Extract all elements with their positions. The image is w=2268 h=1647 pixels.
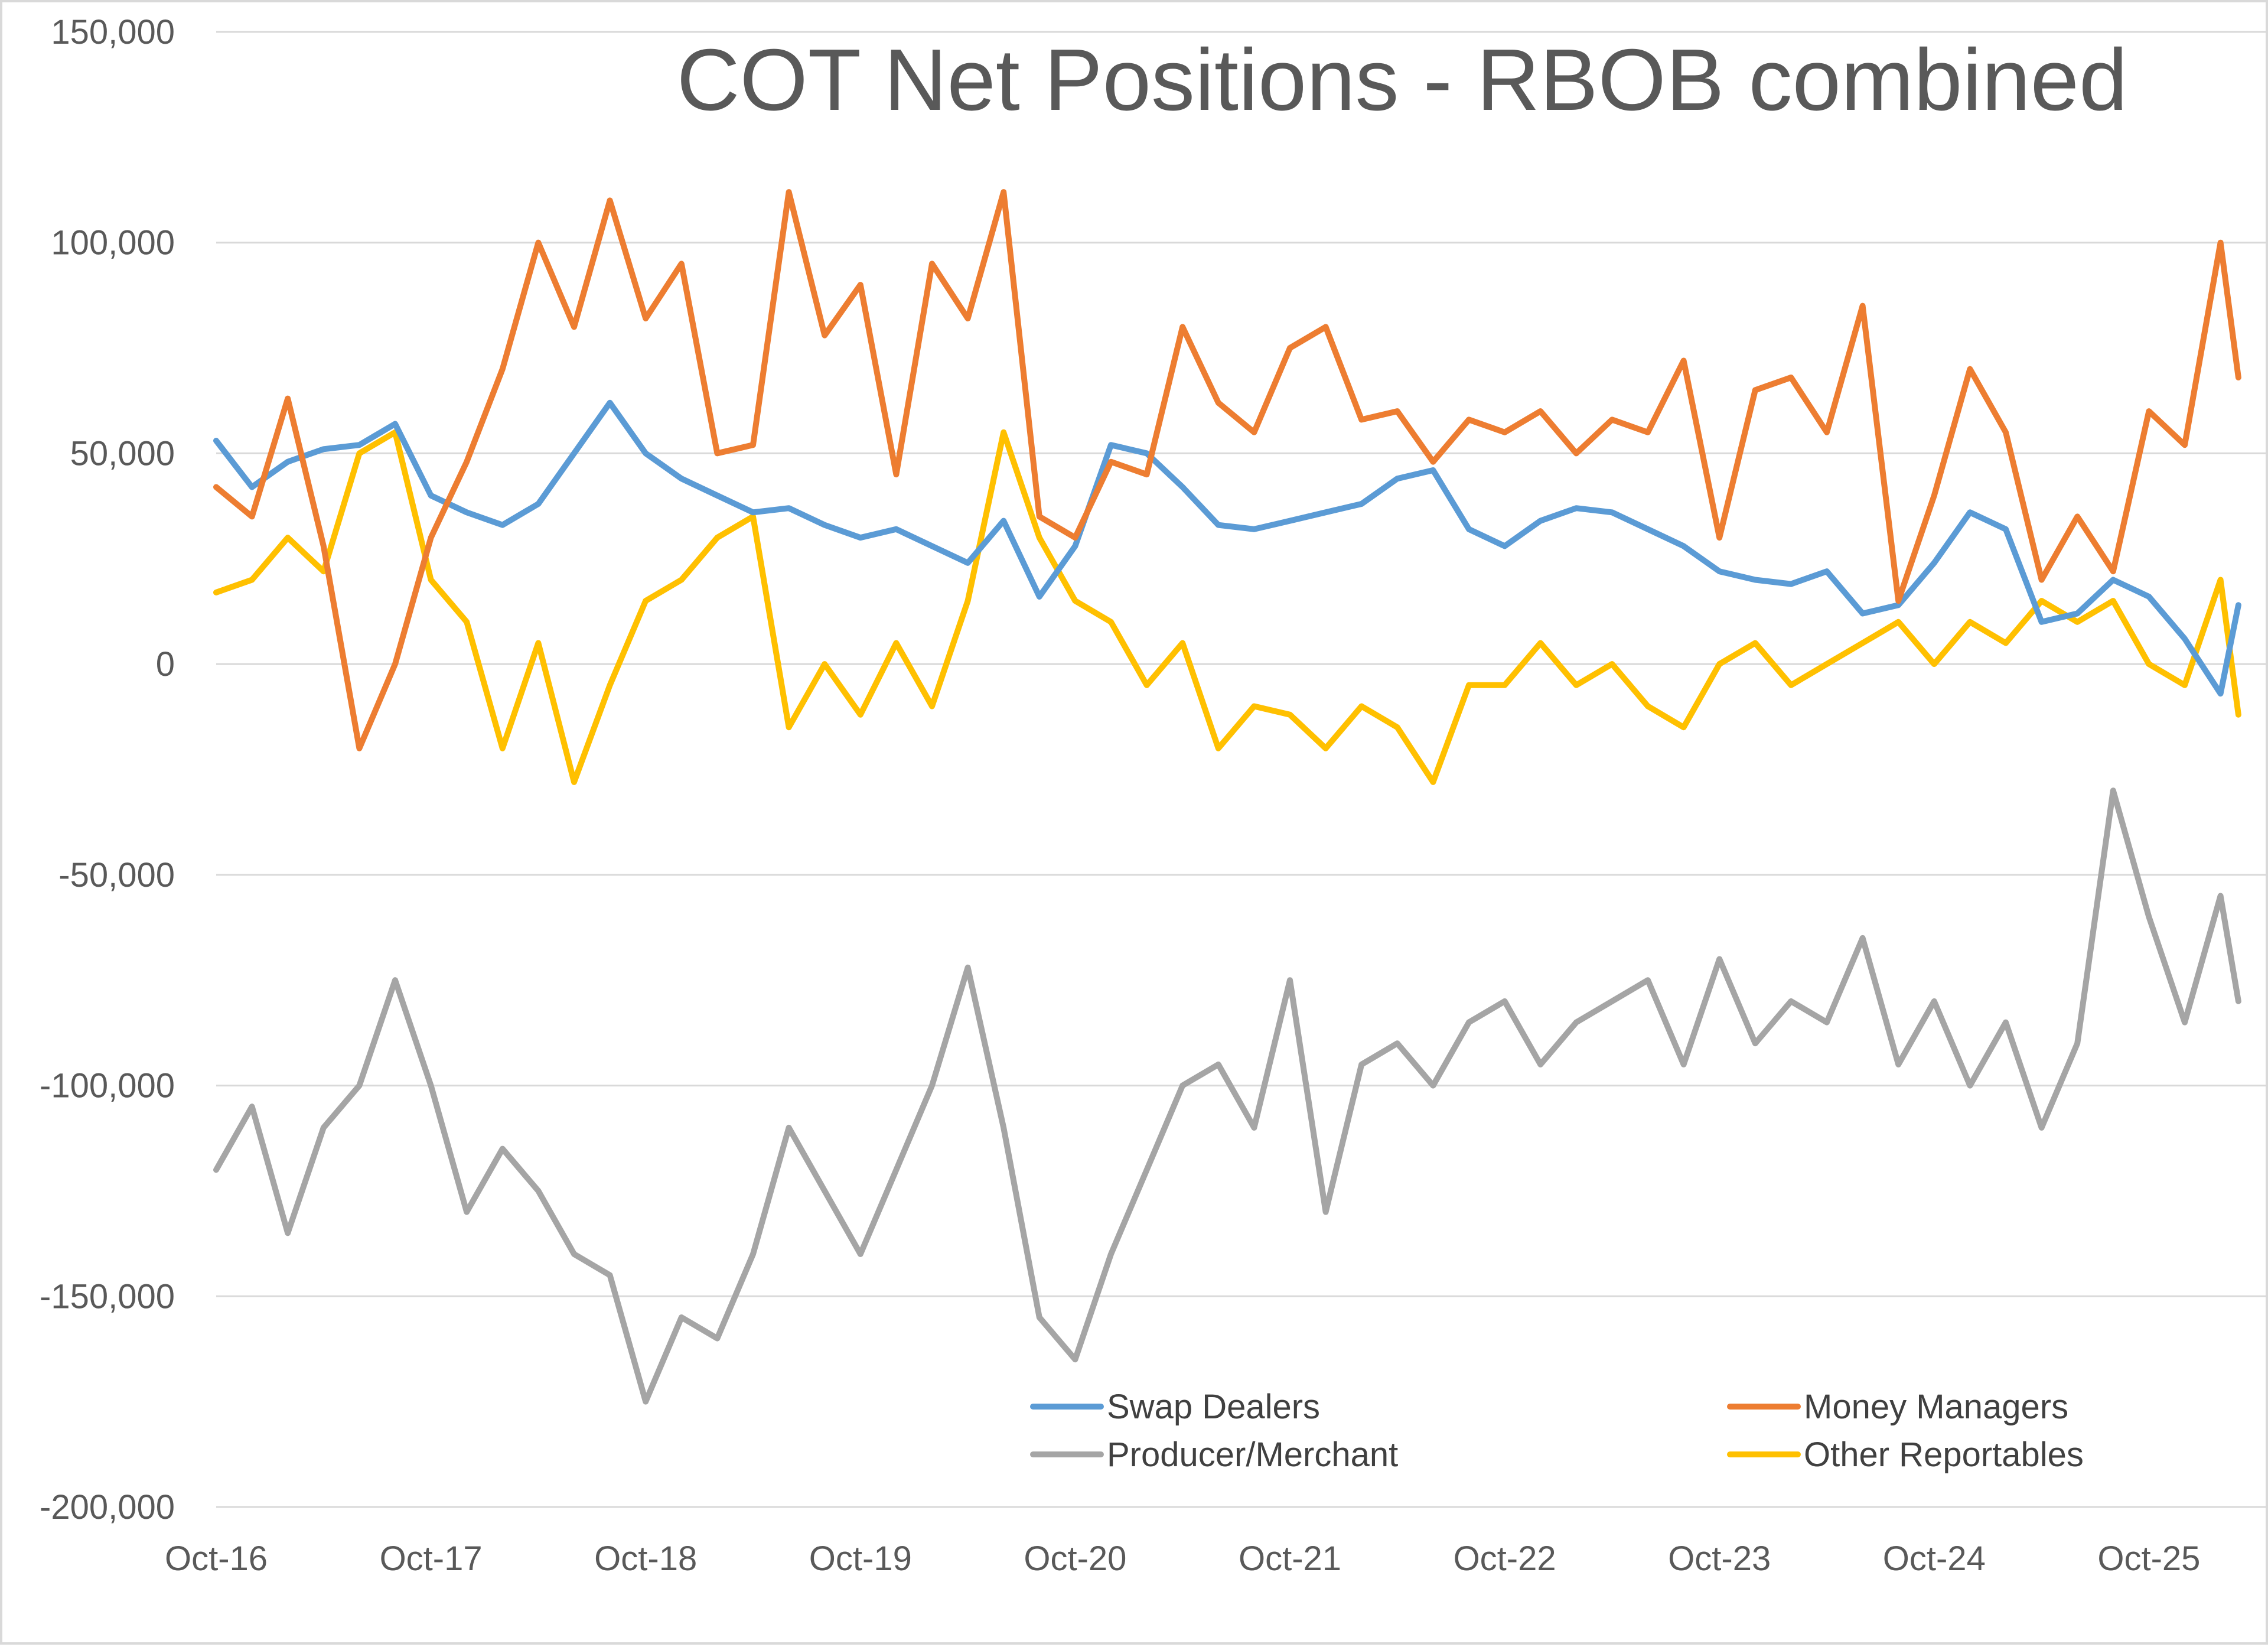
series-lines bbox=[213, 189, 2241, 1405]
series-line-other-reportables bbox=[213, 429, 2241, 785]
y-tick-label: 100,000 bbox=[51, 224, 175, 262]
legend-label: Producer/Merchant bbox=[1107, 1436, 1398, 1474]
series-line-money-managers bbox=[213, 189, 2241, 751]
legend-label: Other Reportables bbox=[1804, 1436, 2084, 1474]
chart-title: COT Net Positions - RBOB combined bbox=[677, 31, 2128, 129]
x-tick-label: Oct-18 bbox=[594, 1539, 697, 1578]
x-tick-label: Oct-16 bbox=[165, 1539, 268, 1578]
y-tick-label: -150,000 bbox=[40, 1277, 175, 1316]
x-tick-label: Oct-25 bbox=[2097, 1539, 2200, 1578]
x-axis-ticks: Oct-16 Oct-17 Oct-18 Oct-19 Oct-20 Oct-21 Oct-… bbox=[165, 1539, 2200, 1578]
legend-label: Swap Dealers bbox=[1107, 1388, 1320, 1426]
x-tick-label: Oct-17 bbox=[380, 1539, 483, 1578]
x-tick-label: Oct-21 bbox=[1239, 1539, 1341, 1578]
gridlines bbox=[216, 31, 2268, 1508]
y-tick-label: 0 bbox=[156, 645, 175, 683]
legend-item-other-reportables: Other Reportables bbox=[1727, 1436, 2084, 1474]
series-line-swap-dealers bbox=[213, 399, 2241, 697]
y-tick-label: -50,000 bbox=[58, 856, 175, 894]
series-line-producer-merchant bbox=[213, 787, 2241, 1405]
legend-item-producer-merchant: Producer/Merchant bbox=[1030, 1436, 1398, 1474]
y-axis-ticks: 150,000 100,000 50,000 0 -50,000 -100,000 -150… bbox=[40, 13, 175, 1526]
legend-item-money-managers: Money Managers bbox=[1727, 1388, 2068, 1426]
x-tick-label: Oct-22 bbox=[1454, 1539, 1556, 1578]
legend: Swap Dealers Money Managers Producer/Merch… bbox=[1030, 1388, 2084, 1474]
y-tick-label: 50,000 bbox=[70, 434, 175, 473]
x-tick-label: Oct-23 bbox=[1668, 1539, 1771, 1578]
y-tick-label: -200,000 bbox=[40, 1488, 175, 1526]
x-tick-label: Oct-24 bbox=[1883, 1539, 1986, 1578]
legend-label: Money Managers bbox=[1804, 1388, 2068, 1426]
legend-item-swap-dealers: Swap Dealers bbox=[1030, 1388, 1320, 1426]
x-tick-label: Oct-19 bbox=[809, 1539, 912, 1578]
x-tick-label: Oct-20 bbox=[1024, 1539, 1126, 1578]
y-tick-label: -100,000 bbox=[40, 1067, 175, 1105]
y-tick-label: 150,000 bbox=[51, 13, 175, 51]
